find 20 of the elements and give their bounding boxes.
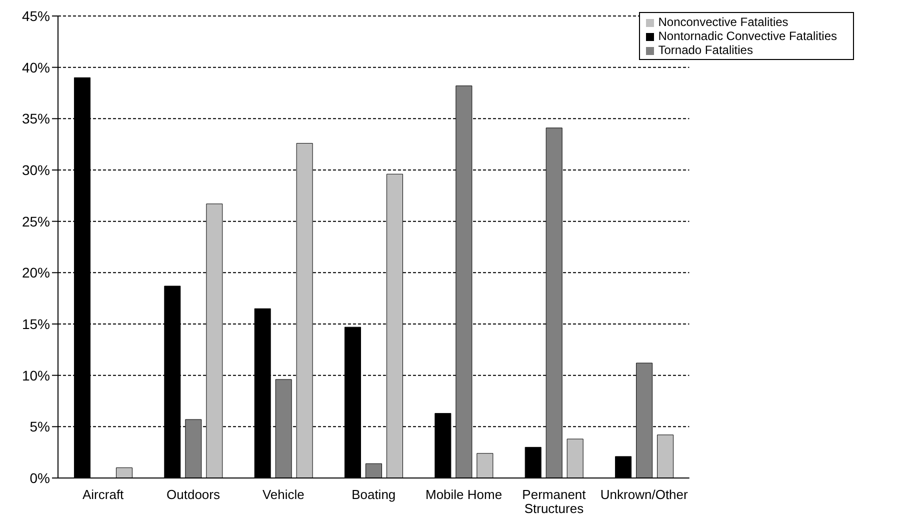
y-tick-label: 30%	[22, 162, 50, 178]
legend-label: Nontornadic Convective Fatalities	[658, 29, 837, 43]
y-tick-label: 10%	[22, 367, 50, 384]
x-tick-label: Unkrown/Other	[600, 487, 689, 502]
y-tick-label: 45%	[22, 8, 50, 24]
x-tick-label: Aircraft	[82, 487, 124, 502]
y-tick-label: 25%	[22, 213, 50, 230]
x-tick-label: Mobile Home	[425, 487, 502, 502]
y-tick-label: 0%	[30, 470, 50, 486]
x-tick-label: Vehicle	[262, 487, 304, 502]
y-tick-label: 35%	[22, 110, 50, 127]
x-tick-label: Outdoors	[166, 487, 220, 502]
y-tick-label: 15%	[22, 316, 50, 332]
y-tick-label: 5%	[30, 418, 50, 435]
legend-label: Nonconvective Fatalities	[658, 15, 788, 29]
legend-label: Tornado Fatalities	[658, 43, 753, 57]
x-tick-label: Permanent Structures	[522, 487, 586, 516]
y-tick-label: 40%	[22, 59, 50, 76]
y-tick-label: 20%	[22, 264, 50, 281]
x-tick-label: Boating	[352, 487, 396, 502]
